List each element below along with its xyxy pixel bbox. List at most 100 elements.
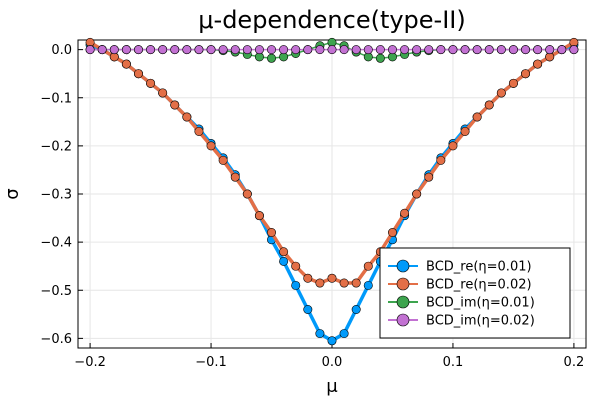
x-tick-label: 0.2 [564, 355, 585, 370]
data-point [146, 45, 156, 55]
data-point [170, 100, 180, 110]
data-point [254, 211, 264, 221]
data-point [109, 45, 119, 55]
series-4 [85, 45, 579, 55]
data-point [242, 45, 252, 55]
data-point [182, 45, 192, 55]
data-point [508, 45, 518, 55]
data-point [448, 45, 458, 55]
data-point [557, 45, 567, 55]
data-point [315, 329, 325, 339]
data-point [97, 45, 107, 55]
data-point [194, 126, 204, 136]
data-point [496, 88, 506, 98]
data-point [363, 45, 373, 55]
data-point [85, 45, 95, 55]
data-point [267, 45, 277, 55]
y-tick-label: −0.3 [40, 188, 72, 203]
legend-label: BCD_re(η=0.02) [426, 278, 532, 293]
data-point [279, 247, 289, 257]
data-point [496, 45, 506, 55]
y-axis-ticks: 0.0 −0.1 −0.2 −0.3 −0.4 −0.5 −0.6 [40, 43, 83, 347]
chart-title: μ-dependence(type-II) [198, 6, 465, 34]
data-point [508, 78, 518, 88]
data-point [315, 45, 325, 55]
data-point [351, 45, 361, 55]
data-point [327, 273, 337, 283]
y-tick-label: −0.6 [40, 332, 72, 347]
data-point [303, 273, 313, 283]
data-point [351, 278, 361, 288]
series-2 [85, 37, 579, 288]
legend-marker [396, 277, 410, 291]
data-point [436, 155, 446, 165]
data-point [279, 256, 289, 266]
data-point [375, 45, 385, 55]
data-point [170, 45, 180, 55]
data-point [242, 189, 252, 199]
data-point [230, 172, 240, 182]
data-point [363, 261, 373, 271]
data-point [533, 45, 543, 55]
data-point [484, 45, 494, 55]
data-point [218, 45, 228, 55]
y-tick-label: −0.1 [40, 91, 72, 106]
data-point [327, 336, 337, 346]
legend-box [379, 247, 571, 339]
data-point [146, 78, 156, 88]
data-point [327, 45, 337, 55]
legend-marker [396, 259, 410, 273]
data-point [303, 304, 313, 314]
data-point [339, 329, 349, 339]
data-point [158, 45, 168, 55]
data-point [569, 45, 579, 55]
series-group [85, 37, 579, 346]
data-point [436, 45, 446, 55]
data-point [533, 59, 543, 69]
y-tick-label: −0.5 [40, 284, 72, 299]
data-point [472, 45, 482, 55]
data-point [448, 141, 458, 151]
x-tick-label: −0.1 [195, 355, 227, 370]
legend-marker [396, 295, 410, 309]
data-point [472, 112, 482, 122]
data-point [133, 45, 143, 55]
data-point [387, 228, 397, 238]
data-point [230, 45, 240, 55]
data-point [291, 261, 301, 271]
data-point [315, 278, 325, 288]
data-point [521, 45, 531, 55]
data-point [158, 88, 168, 98]
data-point [279, 45, 289, 55]
legend-label: BCD_im(η=0.01) [426, 296, 535, 311]
y-tick-label: 0.0 [51, 43, 72, 58]
legend-marker [396, 313, 410, 327]
y-tick-label: −0.2 [40, 139, 72, 154]
x-tick-label: −0.2 [74, 355, 106, 370]
data-point [424, 172, 434, 182]
data-point [303, 45, 313, 55]
data-point [206, 45, 216, 55]
data-point [206, 141, 216, 151]
data-point [351, 304, 361, 314]
data-point [363, 280, 373, 290]
data-point [133, 69, 143, 79]
legend-label: BCD_im(η=0.02) [426, 314, 535, 329]
legend: BCD_re(η=0.01) BCD_re(η=0.02) BCD_im(η=0.0… [379, 247, 571, 339]
x-tick-label: 0.1 [443, 355, 464, 370]
legend-label: BCD_re(η=0.01) [426, 260, 532, 275]
data-point [484, 100, 494, 110]
data-point [375, 53, 385, 63]
data-point [339, 278, 349, 288]
data-point [412, 45, 422, 55]
data-point [460, 126, 470, 136]
data-point [182, 112, 192, 122]
x-axis-label: μ [326, 376, 338, 397]
x-tick-label: 0.0 [322, 355, 343, 370]
y-tick-label: −0.4 [40, 236, 72, 251]
data-point [291, 280, 301, 290]
data-point [291, 45, 301, 55]
data-point [460, 45, 470, 55]
data-point [254, 45, 264, 55]
